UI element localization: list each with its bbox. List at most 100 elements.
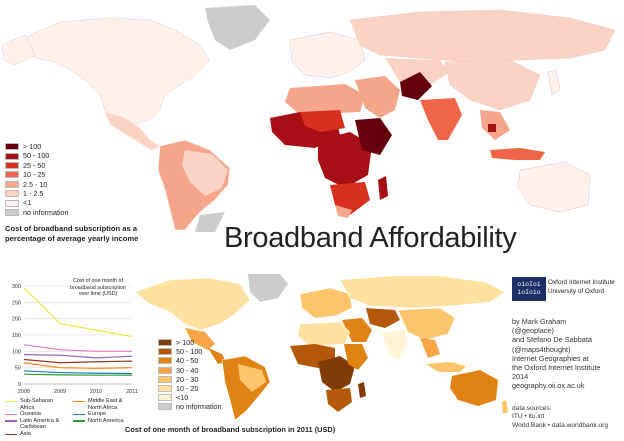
legend-swatch bbox=[5, 180, 19, 188]
legend-row: <10 bbox=[158, 393, 222, 402]
legend-entry: Sub-Saharan Africa bbox=[5, 398, 67, 411]
x-tick-label: 2011 bbox=[126, 389, 138, 395]
series-line bbox=[23, 373, 132, 376]
legend-line bbox=[5, 400, 17, 403]
line-chart-legend: Sub-Saharan Africa Oceania Latin America… bbox=[5, 398, 135, 438]
map-region-china bbox=[397, 307, 456, 341]
map-region-india bbox=[420, 98, 462, 140]
credit-link[interactable]: geography.oii.ox.ac.uk bbox=[512, 381, 585, 391]
institute-name: Oxford Internet Institute University of … bbox=[548, 279, 615, 296]
oii-logo: oioIoi ioIoio bbox=[512, 277, 546, 301]
legend-label: 40 - 50 bbox=[176, 356, 199, 366]
legend-label: North America bbox=[88, 417, 124, 424]
legend-swatch bbox=[158, 385, 172, 393]
legend-label: 50 - 100 bbox=[176, 347, 203, 357]
legend-label: Asia bbox=[20, 430, 31, 437]
line-chart: 0 50 100 150 200 250 300 2008 2009 2010 2011 bbox=[12, 284, 138, 395]
bottom-map-caption: Cost of one month of broadband subscript… bbox=[125, 425, 336, 434]
legend-swatch bbox=[5, 190, 19, 198]
legend-row: 40 - 50 bbox=[158, 356, 222, 365]
series-line bbox=[23, 362, 133, 369]
legend-label: 10 - 25 bbox=[23, 170, 46, 180]
svg-text:oioIoi: oioIoi bbox=[517, 281, 541, 288]
bottom-map-legend: > 100 50 - 100 40 - 50 30 - 40 20 - 30 1… bbox=[158, 338, 222, 412]
y-tick-label: 0 bbox=[18, 382, 21, 388]
legend-row: 1 - 2.5 bbox=[5, 189, 69, 198]
credit-line: by Mark Graham bbox=[512, 317, 567, 326]
line-chart-title: Cost of one month of broadband subscript… bbox=[69, 278, 127, 298]
legend-swatch bbox=[5, 171, 19, 179]
x-tick-label: 2010 bbox=[90, 389, 102, 395]
map-region-south-america bbox=[221, 355, 271, 421]
credit-line: and Stefano De Sabbata bbox=[512, 335, 592, 345]
legend-entry: Latin America & Caribbean bbox=[5, 418, 67, 431]
legend-swatch bbox=[5, 161, 19, 169]
map-region-europe bbox=[299, 287, 353, 319]
legend-row: 25 - 50 bbox=[5, 161, 69, 170]
series-line bbox=[23, 344, 132, 352]
map-region-indonesia bbox=[426, 362, 466, 372]
legend-label: > 100 bbox=[176, 338, 195, 347]
legend-entry: North America bbox=[73, 418, 135, 425]
x-tick-label: 2008 bbox=[18, 389, 30, 395]
legend-row: no information bbox=[5, 208, 69, 217]
legend-label: Latin America & Caribbean bbox=[20, 417, 60, 431]
map-region-australia bbox=[517, 161, 591, 213]
legend-label: <1 bbox=[23, 198, 32, 208]
map-region-madagascar bbox=[358, 382, 366, 398]
legend-swatch bbox=[5, 143, 19, 151]
top-map-caption: Cost of broadband subscription as a perc… bbox=[5, 224, 139, 243]
legend-row: 50 - 100 bbox=[5, 151, 69, 160]
legend-row: 50 - 100 bbox=[158, 347, 222, 356]
map-region-australia bbox=[450, 370, 498, 406]
credit-line: the Oxford Internet Institute bbox=[512, 363, 601, 373]
map-region-indonesia bbox=[490, 148, 545, 160]
map-region-japan bbox=[547, 69, 561, 96]
legend-row: 2.5 - 10 bbox=[5, 180, 69, 189]
source-link[interactable]: ITU • itu.int bbox=[512, 413, 545, 421]
legend-swatch bbox=[158, 357, 172, 365]
legend-line bbox=[73, 400, 85, 403]
source-link[interactable]: World Bank • data.worldbank.org bbox=[512, 421, 609, 429]
legend-row: no information bbox=[158, 402, 222, 411]
credit-line: Internet Geographies at bbox=[512, 353, 589, 363]
map-region-central-asia bbox=[366, 308, 400, 328]
legend-swatch bbox=[158, 403, 172, 411]
map-region-cambodia bbox=[488, 124, 496, 132]
legend-entry: Oceania bbox=[5, 411, 67, 418]
map-region-antarctica-stub bbox=[195, 212, 225, 232]
legend-row: > 100 bbox=[5, 142, 69, 151]
legend-label: 1 - 2.5 bbox=[23, 188, 44, 198]
map-region-africa-central bbox=[318, 356, 355, 392]
legend-label: 30 - 40 bbox=[176, 365, 199, 375]
map-region-africa-south bbox=[326, 388, 352, 412]
page-title: Broadband Affordability bbox=[224, 222, 517, 254]
legend-row: 20 - 30 bbox=[158, 375, 222, 384]
legend-label: no information bbox=[23, 207, 69, 217]
map-region-africa-north bbox=[297, 321, 351, 347]
legend-swatch bbox=[5, 199, 19, 207]
legend-line bbox=[73, 420, 85, 422]
y-tick-label: 200 bbox=[12, 317, 21, 323]
legend-swatch bbox=[158, 366, 172, 374]
legend-label: 50 - 100 bbox=[23, 151, 50, 161]
legend-label: 2.5 - 10 bbox=[23, 179, 48, 189]
bottom-world-map bbox=[134, 274, 508, 421]
svg-text:ioIoio: ioIoio bbox=[517, 289, 541, 296]
map-region-north-america bbox=[134, 277, 251, 331]
legend-row: 30 - 40 bbox=[158, 366, 222, 375]
legend-label: no information bbox=[176, 402, 222, 412]
map-region-central-america bbox=[105, 112, 160, 150]
map-region-brazil bbox=[182, 150, 228, 196]
credit-line: 2014 bbox=[512, 372, 529, 382]
legend-label: 10 - 20 bbox=[176, 383, 199, 393]
map-region-central-asia bbox=[385, 58, 450, 85]
map-region-africa-east bbox=[344, 344, 368, 370]
map-region-afghanistan bbox=[400, 72, 432, 100]
map-region-south-africa bbox=[335, 205, 352, 218]
map-region-north-america bbox=[19, 17, 211, 126]
legend-label: Europe bbox=[88, 411, 107, 418]
legend-row: 10 - 25 bbox=[5, 170, 69, 179]
map-region-north-africa bbox=[285, 84, 365, 115]
university-line: University of Oxford bbox=[548, 287, 605, 295]
